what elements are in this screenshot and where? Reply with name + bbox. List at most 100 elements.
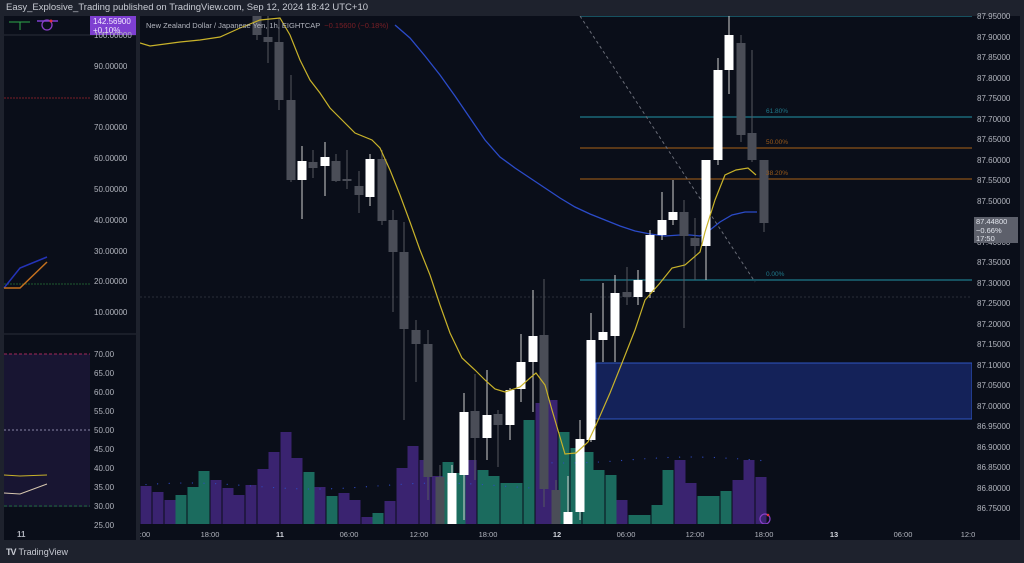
volume-bar xyxy=(582,452,594,524)
left-axis-tick: 80.00000 xyxy=(94,92,128,102)
volume-ma-dot xyxy=(609,460,611,462)
volume-ma-dot xyxy=(737,458,739,460)
volume-ma-dot xyxy=(180,482,182,484)
chart-legend[interactable]: New Zealand Dollar / Japanese Yen, 1h, E… xyxy=(146,21,388,30)
candle-body xyxy=(459,412,469,475)
bar-countdown: 17:50 xyxy=(976,234,995,243)
tv-logo-icon: TV xyxy=(6,547,16,557)
volume-ma-dot xyxy=(621,459,623,462)
fib-level-label: 0.00% xyxy=(766,271,785,278)
price-axis-tick: 87.35000 xyxy=(977,258,1011,267)
volume-bar xyxy=(257,469,269,524)
volume-bar xyxy=(477,470,489,524)
candle-body xyxy=(575,439,585,512)
candle-body xyxy=(354,186,364,195)
left-axis-tick: 70.00000 xyxy=(94,123,128,133)
fib-level-label: 38.20% xyxy=(766,170,789,177)
time-axis-tick: 12:00 xyxy=(685,530,705,539)
candle-body xyxy=(713,70,723,160)
stoch-d-line xyxy=(4,261,48,289)
alert-dot xyxy=(766,513,770,517)
rsi-axis-tick: 50.00 xyxy=(94,426,115,435)
time-axis[interactable] xyxy=(140,524,972,540)
price-axis-tick: 87.20000 xyxy=(977,319,1011,329)
volume-bar xyxy=(685,483,697,524)
price-axis-tick: 87.15000 xyxy=(977,340,1011,349)
rsi-axis-tick: 60.00 xyxy=(94,388,115,397)
volume-ma-dot xyxy=(493,484,495,486)
volume-ma-dot xyxy=(284,487,286,489)
time-axis-tick: 18:00 xyxy=(478,530,498,539)
candle-body xyxy=(399,252,409,329)
volume-ma-dot xyxy=(528,487,530,489)
rsi-line xyxy=(3,483,48,495)
candle-body xyxy=(528,336,538,362)
price-axis[interactable] xyxy=(972,16,1020,540)
volume-bar xyxy=(198,471,210,524)
volume-ma-dot xyxy=(307,488,309,490)
volume-ma-dot xyxy=(679,456,681,458)
volume-bar xyxy=(523,420,535,524)
price-axis-tick: 87.75000 xyxy=(977,94,1011,103)
candle-body xyxy=(598,332,608,340)
fib-level-label: 61.80% xyxy=(766,108,789,115)
volume-ma-dot xyxy=(412,483,414,485)
ema-fast-line xyxy=(140,17,757,455)
volume-bar xyxy=(326,496,338,524)
candle-body xyxy=(586,340,596,440)
volume-ma-dot xyxy=(423,482,425,484)
volume-ma-dot xyxy=(563,462,565,464)
volume-bar xyxy=(628,515,640,524)
volume-bar xyxy=(419,460,431,524)
candle-body xyxy=(736,43,746,135)
price-axis-tick: 87.30000 xyxy=(977,278,1011,288)
candle-body xyxy=(482,415,492,438)
fib-level-label: 50.00% xyxy=(766,139,789,146)
pane-divider[interactable] xyxy=(136,16,140,540)
candle-body xyxy=(320,157,330,166)
volume-bar xyxy=(349,500,361,524)
volume-ma-dot xyxy=(226,483,228,485)
left-axis-tick: 40.00000 xyxy=(94,215,128,225)
candle-body xyxy=(516,362,526,389)
tradingview-logo[interactable]: TV TradingView xyxy=(6,547,68,557)
price-axis-tick: 86.85000 xyxy=(977,463,1011,472)
time-axis-tick: 12:00 xyxy=(409,530,429,539)
candle-body xyxy=(679,212,689,236)
dashed-trendline xyxy=(579,16,756,283)
rsi-axis-tick: 30.00 xyxy=(94,502,115,511)
left-price-tag: 142.56900 +0.10% xyxy=(90,16,136,35)
volume-ma-dot xyxy=(342,487,344,489)
candle-body xyxy=(505,390,515,425)
publish-bar: Easy_Explosive_Trading published on Trad… xyxy=(0,0,1024,16)
volume-bar xyxy=(743,460,755,524)
candle-body xyxy=(365,159,375,197)
volume-bar xyxy=(755,477,767,524)
candle-body xyxy=(690,238,700,246)
candle-body xyxy=(747,133,757,160)
volume-bar xyxy=(639,515,651,524)
rsi-axis-tick: 25.00 xyxy=(94,521,115,530)
volume-ma-dot xyxy=(191,482,193,484)
volume-ma-dot xyxy=(713,456,716,459)
volume-ma-dot xyxy=(481,483,483,486)
rsi-axis-tick: 55.00 xyxy=(94,407,115,416)
rsi-axis-tick: 45.00 xyxy=(94,445,115,454)
volume-bar xyxy=(361,517,373,524)
left-axis-tick: 60.00000 xyxy=(94,154,128,164)
stoch-k-line xyxy=(3,256,48,289)
volume-bar xyxy=(338,493,350,524)
volume-bar xyxy=(454,473,466,524)
volume-ma-dot xyxy=(296,488,298,490)
candle-body xyxy=(701,160,711,246)
candle-body xyxy=(622,292,632,297)
volume-ma-dot xyxy=(145,483,147,486)
volume-ma-dot xyxy=(331,488,333,490)
price-axis-tick: 87.60000 xyxy=(977,155,1011,165)
price-axis-tick: 87.55000 xyxy=(977,176,1011,185)
price-axis-tick: 87.90000 xyxy=(977,32,1011,42)
rsi-axis-tick: 65.00 xyxy=(94,369,115,378)
volume-ma-dot xyxy=(690,456,692,458)
current-price: 87.44800 xyxy=(976,217,1008,226)
